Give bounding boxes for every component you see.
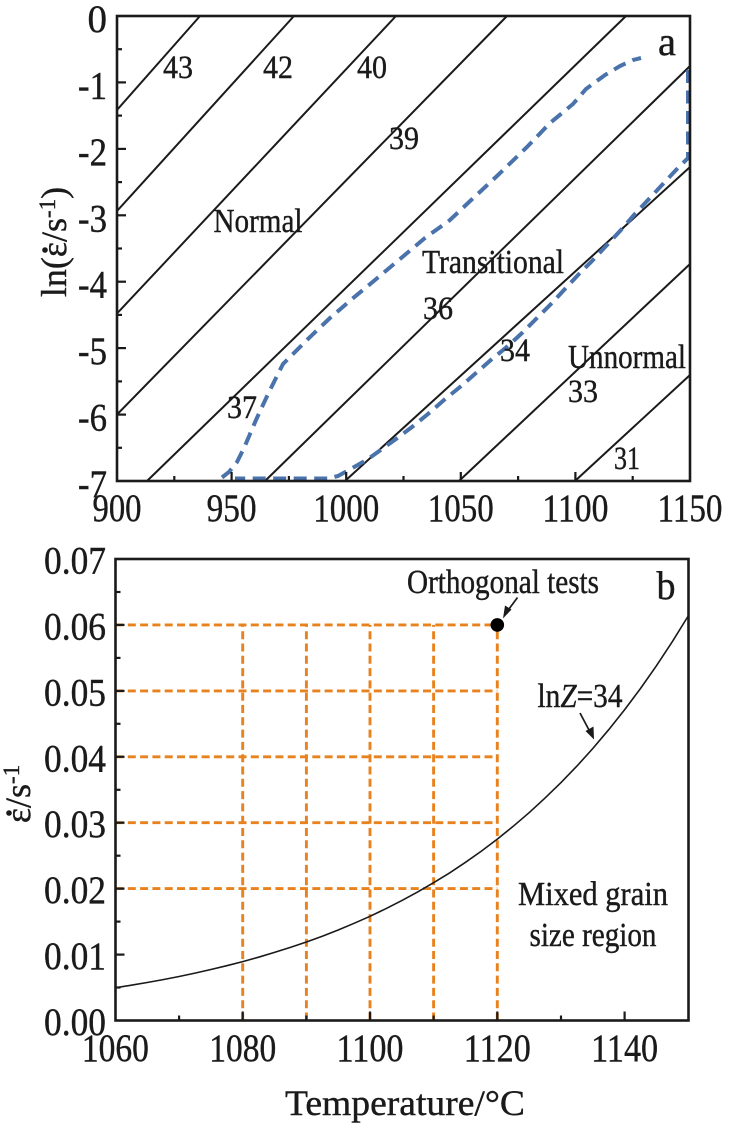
- svg-text:Mixed grain: Mixed grain: [518, 876, 668, 913]
- svg-text:Normal: Normal: [214, 203, 303, 240]
- svg-text:39: 39: [389, 121, 419, 157]
- svg-text:1060: 1060: [82, 1027, 149, 1070]
- svg-text:Unnormal: Unnormal: [568, 339, 686, 376]
- svg-text:33: 33: [568, 374, 598, 410]
- svg-text:950: 950: [207, 487, 257, 530]
- svg-text:0: 0: [88, 0, 108, 41]
- svg-text:43: 43: [163, 50, 193, 86]
- svg-text:1150: 1150: [658, 487, 723, 530]
- svg-text:37: 37: [227, 390, 257, 426]
- svg-text:b: b: [657, 563, 676, 608]
- svg-text:31: 31: [614, 441, 640, 477]
- svg-text:-2: -2: [78, 131, 107, 174]
- svg-text:0.07: 0.07: [44, 540, 106, 583]
- svg-text:-4: -4: [78, 264, 107, 307]
- svg-text:-3: -3: [78, 197, 107, 240]
- svg-text:36: 36: [423, 291, 453, 327]
- svg-text:0.00: 0.00: [44, 1001, 106, 1044]
- svg-text:40: 40: [357, 50, 387, 86]
- svg-text:a: a: [658, 19, 676, 64]
- svg-text:Temperature/°C: Temperature/°C: [285, 1083, 525, 1123]
- svg-text:-6: -6: [78, 397, 107, 440]
- svg-text:0.03: 0.03: [44, 803, 106, 846]
- svg-text:34: 34: [500, 333, 530, 369]
- svg-text:-7: -7: [78, 463, 107, 506]
- svg-text:1140: 1140: [591, 1027, 658, 1070]
- svg-text:1000: 1000: [313, 487, 379, 530]
- svg-text:Transitional: Transitional: [422, 244, 564, 281]
- svg-text:1080: 1080: [209, 1027, 276, 1070]
- svg-text:0.05: 0.05: [44, 671, 106, 714]
- svg-text:-5: -5: [78, 330, 107, 373]
- svg-text:900: 900: [93, 487, 142, 530]
- svg-text:1100: 1100: [542, 487, 608, 530]
- svg-text:0.04: 0.04: [44, 737, 106, 780]
- svg-text:42: 42: [263, 50, 293, 86]
- svg-text:1050: 1050: [428, 487, 494, 530]
- svg-text:0.06: 0.06: [44, 605, 106, 648]
- svg-text:size region: size region: [530, 917, 657, 954]
- svg-text:1100: 1100: [337, 1027, 404, 1070]
- svg-text:lnZ=34: lnZ=34: [538, 678, 623, 715]
- svg-text:0.02: 0.02: [44, 869, 106, 912]
- svg-text:Orthogonal tests: Orthogonal tests: [407, 564, 599, 601]
- svg-text:0.01: 0.01: [44, 935, 106, 978]
- svg-text:-1: -1: [78, 64, 107, 107]
- svg-text:1120: 1120: [464, 1027, 531, 1070]
